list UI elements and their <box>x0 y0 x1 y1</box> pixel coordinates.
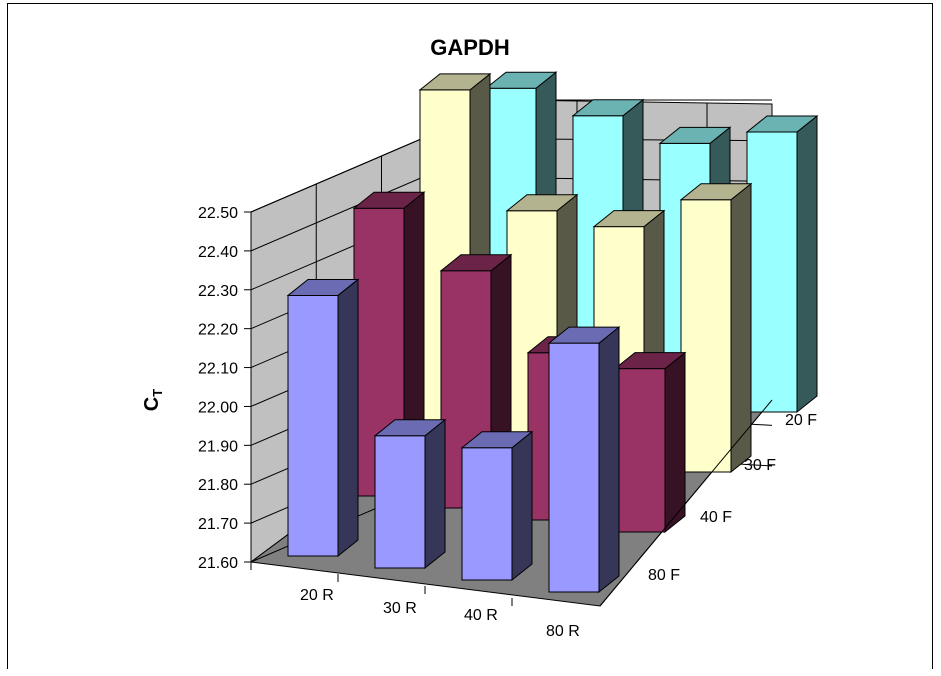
x-tick-label: 20 R <box>300 587 334 604</box>
depth-tick-label: 30 F <box>744 457 776 474</box>
bar-top <box>505 194 579 212</box>
bar-top <box>286 278 360 296</box>
bar-side <box>664 351 686 534</box>
bars <box>286 71 819 594</box>
y-tick-label: 22.50 <box>198 205 238 222</box>
bar-front <box>614 368 666 533</box>
x-tick-label: 30 R <box>383 600 417 617</box>
bar-40F-80R <box>613 351 687 534</box>
bar-front <box>374 435 426 569</box>
axes: 21.60 21.70 21.80 21.90 22.00 22.10 22.20 22.30… <box>198 205 817 640</box>
bar-30F-80R <box>679 182 753 474</box>
bar-front <box>680 199 732 473</box>
depth-tick-label: 40 F <box>700 509 732 526</box>
bar-top <box>460 431 534 449</box>
bar-80F-40R <box>460 430 534 582</box>
x-tick-label: 80 R <box>546 623 580 640</box>
y-tick-label: 21.90 <box>198 438 238 455</box>
y-tick-label: 22.20 <box>198 322 238 339</box>
bar-top <box>745 115 819 133</box>
bar-side <box>598 326 620 594</box>
y-axis-label-main: C <box>141 397 163 411</box>
bar-top <box>484 71 558 89</box>
bar-front <box>461 447 513 581</box>
bar-top <box>592 210 666 228</box>
y-axis-label-sub: T <box>150 389 165 397</box>
bar-top <box>418 73 492 91</box>
bar-side <box>424 418 446 570</box>
bar-side <box>337 278 359 558</box>
y-tick-label: 21.60 <box>198 555 238 572</box>
y-tick-label: 21.70 <box>198 516 238 533</box>
bar-top <box>547 326 621 344</box>
bar-side <box>511 430 533 582</box>
depth-axis-line <box>599 399 773 607</box>
y-tick-label: 22.00 <box>198 399 238 416</box>
y-tick-label: 22.30 <box>198 283 238 300</box>
bar-front <box>746 131 798 413</box>
bar-front <box>548 342 600 593</box>
bar-side <box>796 114 818 414</box>
y-tick-label: 22.10 <box>198 361 238 378</box>
y-tick-label: 22.40 <box>198 244 238 261</box>
depth-tick-label: 80 F <box>648 567 680 584</box>
y-axis-label: CT <box>141 389 165 411</box>
bar-front <box>287 294 339 557</box>
chart-title: GAPDH <box>430 35 509 60</box>
bar-80F-80R <box>547 326 621 594</box>
bar-20F-80R <box>745 114 819 414</box>
bar-top <box>352 191 426 209</box>
depth-tick-label: 20 F <box>785 412 817 429</box>
x-tick-label: 40 R <box>464 607 498 624</box>
bar-top <box>439 254 513 272</box>
bar-top <box>571 99 645 117</box>
bar-80F-20R <box>286 278 360 558</box>
bar-top <box>373 419 447 437</box>
bar-top <box>613 352 687 370</box>
bar-top <box>658 126 732 144</box>
bar-80F-30R <box>373 418 447 570</box>
y-tick-label: 21.80 <box>198 477 238 494</box>
bar-top <box>679 183 753 201</box>
